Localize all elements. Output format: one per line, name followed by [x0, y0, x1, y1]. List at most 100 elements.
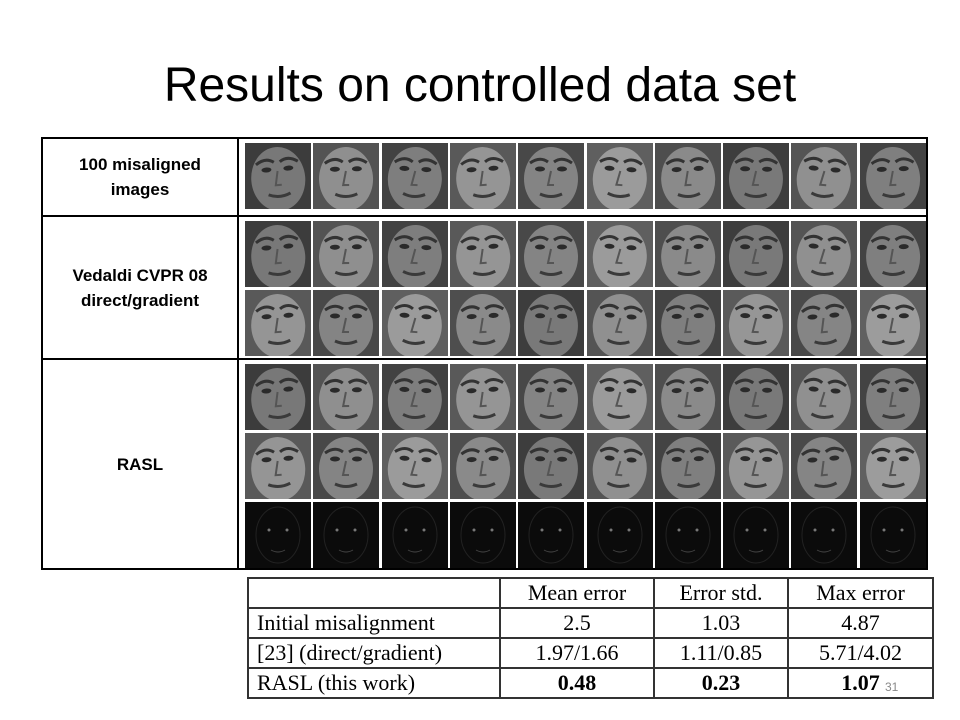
face-image [381, 364, 448, 432]
face-cell [654, 502, 721, 568]
face-cell [859, 221, 926, 289]
face-image [791, 143, 858, 211]
face-grid [241, 360, 926, 568]
header-row: Mean error Error std. Max error [247, 577, 934, 609]
face-cell [791, 143, 858, 211]
face-cell [654, 433, 721, 501]
face-cell [449, 221, 516, 289]
row-header: [23] (direct/gradient) [247, 637, 501, 669]
face-image [449, 143, 516, 211]
face-image [859, 502, 926, 568]
face-image [586, 221, 653, 289]
image-row: Vedaldi CVPR 08 direct/gradient [43, 217, 926, 360]
face-image [723, 290, 790, 358]
face-cell [313, 290, 380, 358]
face-cell [449, 143, 516, 211]
face-image [381, 290, 448, 358]
face-image [859, 143, 926, 211]
face-image [449, 364, 516, 432]
face-image [313, 221, 380, 289]
face-image [518, 433, 585, 501]
face-image [449, 433, 516, 501]
face-cell [518, 433, 585, 501]
face-image [791, 221, 858, 289]
face-cell [859, 502, 926, 568]
face-image [586, 143, 653, 211]
table-cell: 0.48 [499, 667, 655, 699]
table-cell: 1.03 [653, 607, 789, 639]
face-cell [449, 433, 516, 501]
table-cell: 0.23 [653, 667, 789, 699]
face-cell [859, 364, 926, 432]
face-image [381, 143, 448, 211]
face-image [313, 502, 380, 568]
slide-title: Results on controlled data set [163, 59, 797, 112]
face-image [518, 290, 585, 358]
face-cell [245, 290, 311, 358]
face-cell [586, 502, 653, 568]
face-cell [791, 502, 858, 568]
face-image [245, 364, 311, 432]
header-cell: Mean error [499, 577, 655, 609]
face-image [586, 290, 653, 358]
face-cell [313, 221, 380, 289]
face-cell [245, 502, 311, 568]
face-cell [381, 143, 448, 211]
face-image [723, 221, 790, 289]
face-cell [381, 502, 448, 568]
face-image [449, 502, 516, 568]
face-cell [654, 290, 721, 358]
face-image [313, 143, 380, 211]
table-row: RASL (this work) 0.48 0.23 1.07 [247, 667, 934, 699]
face-image [313, 290, 380, 358]
face-cell [586, 433, 653, 501]
face-cell [449, 290, 516, 358]
table-row: [23] (direct/gradient) 1.97/1.66 1.11/0.85… [247, 637, 934, 669]
page-number: 31 [885, 680, 899, 694]
face-cell [586, 221, 653, 289]
face-image [859, 290, 926, 358]
face-image [381, 502, 448, 568]
face-image [723, 502, 790, 568]
face-image [518, 221, 585, 289]
face-image [791, 290, 858, 358]
row-label: RASL [43, 360, 239, 568]
face-image [654, 221, 721, 289]
image-row: RASL [43, 360, 926, 568]
face-image [586, 364, 653, 432]
face-cell [245, 221, 311, 289]
face-image [654, 502, 721, 568]
face-cell [245, 364, 311, 432]
face-cell [654, 143, 721, 211]
face-cell [518, 364, 585, 432]
face-image [245, 143, 311, 211]
face-cell [518, 290, 585, 358]
row-header: Initial misalignment [247, 607, 501, 639]
table-cell: 1.97/1.66 [499, 637, 655, 669]
face-image [449, 221, 516, 289]
face-image [518, 502, 585, 568]
face-cell [313, 364, 380, 432]
face-image [654, 364, 721, 432]
header-cell [247, 577, 501, 609]
face-image [791, 364, 858, 432]
face-cell [449, 502, 516, 568]
face-cell [381, 433, 448, 501]
face-image [723, 364, 790, 432]
face-cell [859, 433, 926, 501]
face-cell [313, 143, 380, 211]
face-cell [313, 502, 380, 568]
face-cell [859, 143, 926, 211]
face-cell [518, 221, 585, 289]
results-table: Mean error Error std. Max error Initial … [247, 577, 934, 699]
face-image [586, 502, 653, 568]
face-cell [381, 290, 448, 358]
face-image [313, 433, 380, 501]
header-cell: Max error [787, 577, 934, 609]
table-cell: 5.71/4.02 [787, 637, 934, 669]
face-image [381, 433, 448, 501]
face-image [859, 364, 926, 432]
table-cell: 2.5 [499, 607, 655, 639]
face-image [586, 433, 653, 501]
face-cell [859, 290, 926, 358]
